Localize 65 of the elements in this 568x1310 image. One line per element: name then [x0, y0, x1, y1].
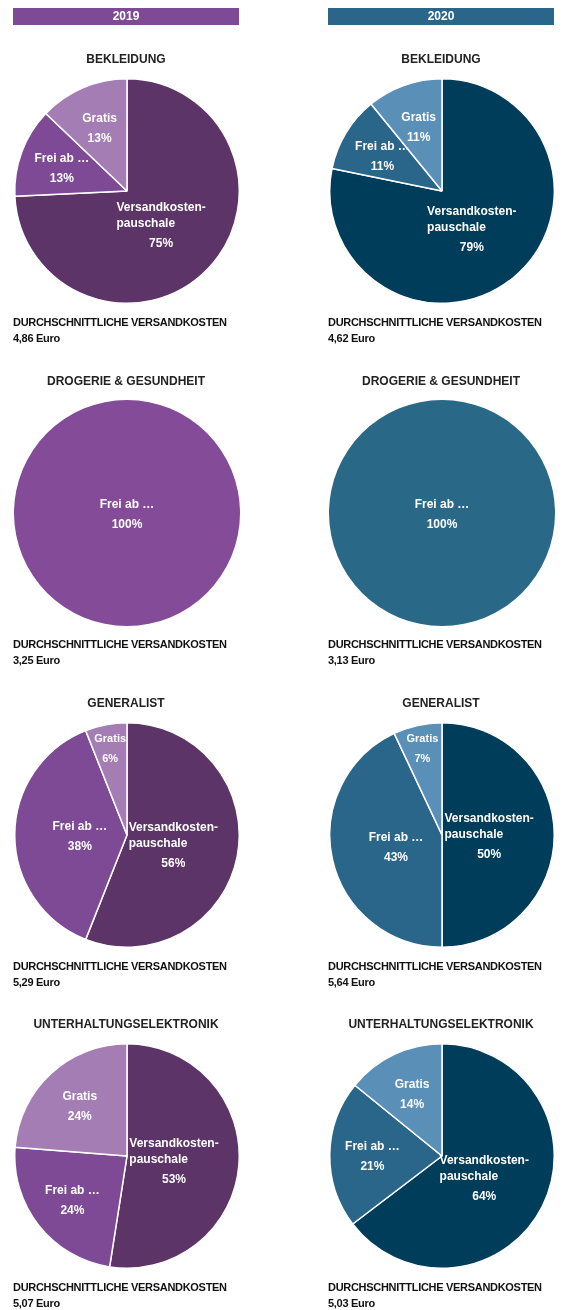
- text: 5,64 Euro: [328, 976, 375, 988]
- slice-label: Gratis: [401, 109, 437, 124]
- chart-title: UNTERHALTUNGSELEKTRONIK: [347, 1017, 535, 1031]
- data-label: 11%: [370, 159, 395, 174]
- slice-label: Versandkosten-pauschale: [128, 820, 218, 851]
- data-label: 11%: [406, 129, 431, 144]
- chart-title: DROGERIE & GESUNDHEIT: [46, 374, 206, 388]
- slice-label: Versandkosten-pauschale: [444, 811, 534, 842]
- text: DURCHSCHNITTLICHE VERSANDKOSTEN: [13, 1281, 227, 1293]
- data-label: 6%: [102, 751, 119, 764]
- data-label: 100%: [111, 517, 143, 532]
- text: 4,86 Euro: [13, 332, 60, 344]
- slice-label: Gratis: [406, 732, 439, 745]
- slice-label: Frei ab …: [368, 829, 424, 844]
- text: 3,13 Euro: [328, 654, 375, 666]
- data-label: 21%: [360, 1159, 385, 1174]
- data-label: 13%: [87, 131, 112, 146]
- data-label: 53%: [161, 1171, 187, 1186]
- text: DURCHSCHNITTLICHE VERSANDKOSTEN: [13, 638, 227, 650]
- data-label: 100%: [426, 517, 458, 532]
- text: DURCHSCHNITTLICHE VERSANDKOSTEN: [13, 960, 227, 972]
- slice-label: Versandkosten-pauschale: [116, 199, 206, 230]
- chart-title: DROGERIE & GESUNDHEIT: [361, 374, 521, 388]
- text: DURCHSCHNITTLICHE VERSANDKOSTEN: [328, 960, 542, 972]
- data-label: 24%: [67, 1109, 93, 1124]
- slice-label: Versandkosten-pauschale: [427, 203, 517, 234]
- text: 5,29 Euro: [13, 976, 60, 988]
- data-label: 14%: [400, 1097, 425, 1112]
- slice-label: Gratis: [394, 1077, 430, 1092]
- text: DURCHSCHNITTLICHE VERSANDKOSTEN: [328, 316, 542, 328]
- text: 5,07 Euro: [13, 1297, 60, 1309]
- data-label: 75%: [149, 235, 174, 250]
- text: DURCHSCHNITTLICHE VERSANDKOSTEN: [328, 1281, 542, 1293]
- slice-label: Frei ab …: [99, 497, 155, 512]
- data-label: 13%: [49, 170, 75, 185]
- data-label: 56%: [161, 856, 186, 871]
- data-label: 50%: [477, 847, 502, 862]
- slice-label: Gratis: [62, 1089, 98, 1104]
- slice-label: Frei ab …: [345, 1139, 400, 1154]
- text: DURCHSCHNITTLICHE VERSANDKOSTEN: [328, 638, 542, 650]
- text: 4,62 Euro: [328, 332, 375, 344]
- text: DURCHSCHNITTLICHE VERSANDKOSTEN: [13, 316, 227, 328]
- slice-label: Gratis: [82, 111, 118, 126]
- chart-title: 2020: [328, 8, 554, 25]
- chart-title: GENERALIST: [86, 696, 166, 710]
- slice-label: Frei ab …: [45, 1183, 100, 1198]
- text: 5,03 Euro: [328, 1297, 375, 1309]
- data-label: 79%: [459, 239, 485, 254]
- slice-label: Frei ab …: [414, 497, 470, 512]
- data-label: 43%: [383, 849, 409, 864]
- slice-label: Frei ab …: [34, 150, 90, 165]
- slice-label: Frei ab …: [52, 819, 108, 834]
- slice-label: Gratis: [94, 731, 127, 744]
- text: 3,25 Euro: [13, 654, 60, 666]
- chart-title: UNTERHALTUNGSELEKTRONIK: [32, 1017, 220, 1031]
- chart-subtitle: BEKLEIDUNG: [85, 52, 167, 66]
- data-label: 7%: [414, 752, 431, 765]
- data-label: 64%: [472, 1189, 497, 1204]
- slice-label: Versandkosten-pauschale: [439, 1153, 529, 1184]
- data-label: 24%: [60, 1203, 85, 1218]
- chart-subtitle: BEKLEIDUNG: [400, 52, 482, 66]
- slice-label: Versandkosten-pauschale: [129, 1135, 219, 1166]
- chart-title: GENERALIST: [401, 696, 481, 710]
- chart-title: 2019: [13, 8, 239, 25]
- data-label: 38%: [67, 839, 93, 854]
